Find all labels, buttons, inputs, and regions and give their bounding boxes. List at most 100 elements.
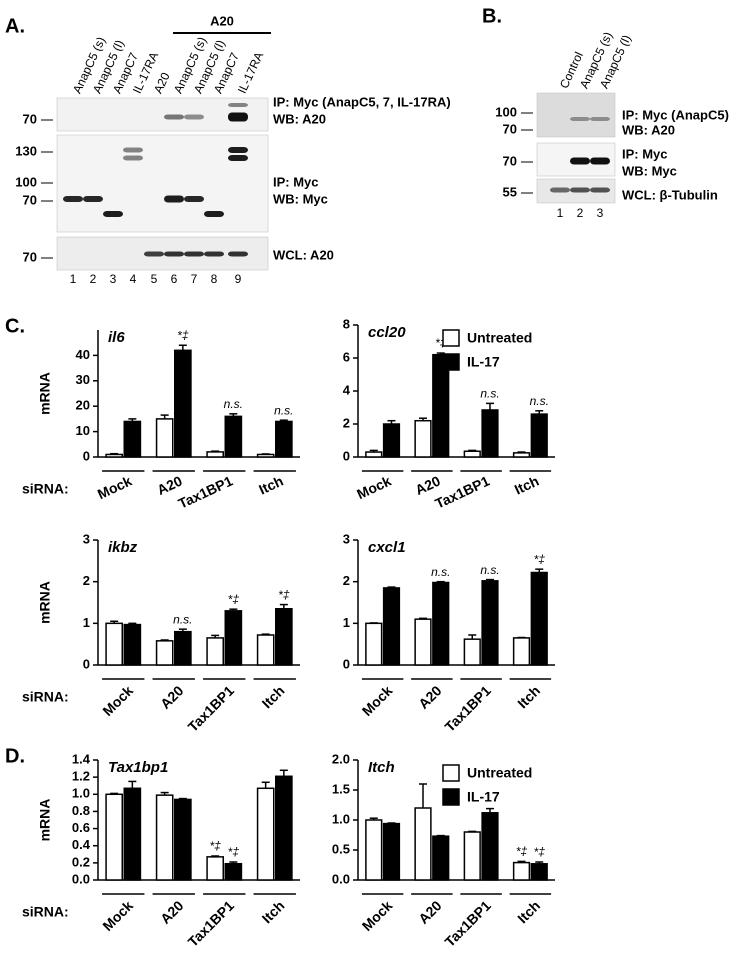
- bar: [174, 798, 192, 881]
- x-tick-label: Itch: [256, 473, 285, 498]
- band: [204, 251, 224, 257]
- blot-caption: WB: A20: [273, 111, 326, 126]
- mw-marker: 70: [23, 111, 37, 126]
- mw-marker: 100: [495, 104, 517, 119]
- bar: [481, 812, 499, 881]
- panel-label: B.: [482, 5, 502, 27]
- error-bar: [419, 617, 428, 620]
- legend-swatch: [442, 329, 460, 347]
- lane-number: 9: [235, 272, 242, 286]
- error-bar: [128, 418, 137, 422]
- error-bar: [369, 449, 378, 453]
- error-bar: [110, 792, 119, 795]
- band: [63, 196, 83, 202]
- error-bar: [229, 413, 238, 417]
- blot-caption: WCL: β-Tubulin: [622, 187, 718, 202]
- blot-caption: IP: Myc (AnapC5): [622, 107, 729, 122]
- bar: [530, 413, 548, 458]
- band: [570, 187, 590, 193]
- annotation: *‡: [228, 845, 240, 859]
- blot: [536, 92, 616, 138]
- error-bar: [128, 622, 137, 625]
- x-tick-label: Mock: [99, 897, 136, 934]
- error-bar: [160, 639, 169, 641]
- y-tick-label: 4: [343, 382, 351, 397]
- bar: [463, 638, 481, 666]
- legend-label: Untreated: [467, 765, 532, 781]
- annotation: n.s.: [173, 612, 192, 626]
- annotation: *‡: [534, 552, 546, 566]
- y-tick-label: 0.5: [332, 841, 350, 856]
- bar: [414, 618, 432, 666]
- bar: [275, 420, 293, 458]
- error-bar: [128, 780, 137, 789]
- annotation: *‡: [278, 588, 290, 602]
- bar: [123, 787, 142, 881]
- x-axis-label: siRNA:: [22, 689, 69, 705]
- y-tick-label: 0.4: [72, 837, 91, 852]
- error-bar: [468, 634, 477, 640]
- chart-title: il6: [108, 329, 125, 346]
- y-axis-label: mRNA: [37, 372, 53, 415]
- x-tick-label: Itch: [259, 897, 288, 926]
- error-bar: [387, 419, 396, 424]
- y-tick-label: 0.2: [72, 854, 90, 869]
- error-bar: [485, 807, 494, 813]
- x-axis-label: siRNA:: [22, 904, 69, 920]
- lane-number: 4: [130, 272, 137, 286]
- annotation: n.s.: [274, 403, 293, 417]
- y-tick-label: 3: [343, 531, 350, 546]
- y-tick-label: 1.2: [72, 769, 90, 784]
- x-tick-label: Tax1BP1: [441, 897, 494, 950]
- band: [590, 157, 610, 165]
- y-tick-label: 2: [83, 573, 90, 588]
- band: [228, 112, 248, 122]
- error-bar: [279, 769, 288, 777]
- error-bar: [517, 451, 526, 453]
- bar: [365, 451, 383, 458]
- bar: [414, 419, 432, 458]
- band: [228, 251, 248, 257]
- error-bar: [261, 633, 270, 635]
- annotation: n.s.: [480, 563, 499, 577]
- blot-caption: IP: Myc (AnapC5, 7, IL-17RA): [273, 94, 451, 109]
- band: [123, 155, 143, 161]
- group-label: A20: [210, 13, 234, 28]
- y-tick-label: 0.0: [332, 871, 350, 886]
- lane-number: 2: [90, 272, 97, 286]
- y-tick-label: 0.6: [72, 820, 90, 835]
- error-bar: [468, 830, 477, 833]
- error-bar: [261, 781, 270, 789]
- bar: [256, 453, 275, 458]
- bar: [365, 819, 383, 881]
- x-tick-label: A20: [415, 897, 445, 927]
- legend-label: IL-17: [467, 789, 500, 805]
- y-tick-label: 0.8: [72, 803, 90, 818]
- panel-label: A.: [5, 15, 25, 37]
- lane-number: 2: [577, 206, 584, 220]
- band: [164, 195, 184, 203]
- y-tick-label: 0: [343, 656, 350, 671]
- lane-label: A20: [151, 70, 173, 96]
- panel-label: C.: [5, 315, 25, 337]
- bar: [206, 451, 225, 458]
- blot-caption: WB: Myc: [273, 191, 328, 206]
- annotation: n.s.: [530, 394, 549, 408]
- bar: [382, 587, 401, 666]
- mw-marker: 70: [503, 153, 517, 168]
- blot-caption: WB: Myc: [622, 163, 677, 178]
- y-tick-label: 0: [83, 656, 90, 671]
- y-tick-label: 2: [343, 573, 350, 588]
- y-axis-label: mRNA: [37, 799, 53, 842]
- error-bar: [229, 608, 238, 611]
- x-tick-label: Tax1BP1: [176, 472, 236, 511]
- band: [204, 211, 224, 217]
- error-bar: [535, 861, 544, 864]
- band: [228, 155, 248, 161]
- panel-label: D.: [5, 745, 25, 767]
- y-tick-label: 1.5: [332, 781, 350, 796]
- chart-title: ccl20: [368, 324, 406, 341]
- x-tick-label: Mock: [359, 682, 396, 719]
- legend-swatch: [442, 764, 460, 782]
- y-tick-label: 40: [76, 347, 90, 362]
